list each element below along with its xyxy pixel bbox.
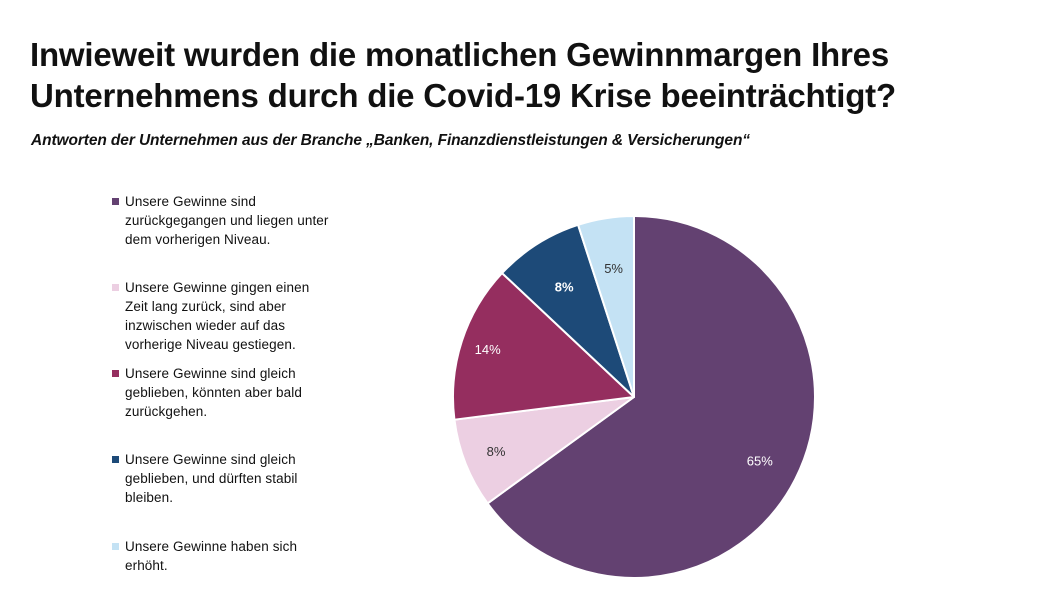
legend-swatch-3 bbox=[112, 370, 119, 377]
legend-item-2: Unsere Gewinne gingen einen Zeit lang zur… bbox=[112, 278, 382, 354]
pie-slice-4 bbox=[501, 223, 635, 398]
legend-label-3-line-2: geblieben, könnten aber bald bbox=[125, 385, 302, 400]
legend-swatch-2 bbox=[112, 284, 119, 291]
legend-label-2-line-2: Zeit lang zurück, sind aber bbox=[125, 299, 287, 314]
legend-swatch-1 bbox=[112, 198, 119, 205]
pie-value-label-1: 65% bbox=[747, 454, 773, 469]
legend-label-2-line-1: Unsere Gewinne gingen einen bbox=[125, 280, 310, 295]
legend-label-1-line-2: zurückgegangen und liegen unter bbox=[125, 213, 329, 228]
legend-label-4-line-3: bleiben. bbox=[125, 490, 174, 505]
legend-label-1-line-1: Unsere Gewinne sind bbox=[125, 194, 256, 209]
pie-value-label-4: 8% bbox=[555, 280, 574, 295]
legend-label-5: Unsere Gewinne haben sich erhöht. bbox=[125, 537, 297, 575]
legend-item-5: Unsere Gewinne haben sich erhöht. bbox=[112, 537, 382, 575]
pie-value-label-2: 8% bbox=[487, 444, 506, 459]
pie-slice-3 bbox=[452, 272, 635, 421]
legend-label-4-line-2: geblieben, und dürften stabil bbox=[125, 471, 298, 486]
pie-value-label-3: 14% bbox=[475, 342, 501, 357]
pie-value-label-5: 5% bbox=[604, 261, 623, 276]
legend-swatch-4 bbox=[112, 456, 119, 463]
chart-title: Inwieweit wurden die monatlichen Gewinnm… bbox=[30, 34, 1020, 116]
legend-item-3: Unsere Gewinne sind gleich geblieben, kön… bbox=[112, 364, 382, 421]
chart-subtitle: Antworten der Unternehmen aus der Branch… bbox=[31, 132, 750, 149]
chart-title-line-2: Unternehmens durch die Covid-19 Krise be… bbox=[30, 77, 896, 114]
legend-label-5-line-2: erhöht. bbox=[125, 558, 168, 573]
chart-title-line-1: Inwieweit wurden die monatlichen Gewinnm… bbox=[30, 36, 889, 73]
legend-label-3-line-1: Unsere Gewinne sind gleich bbox=[125, 366, 296, 381]
legend-label-4-line-1: Unsere Gewinne sind gleich bbox=[125, 452, 296, 467]
legend-label-2-line-3: inzwischen wieder auf das bbox=[125, 318, 286, 333]
legend-label-3-line-3: zurückgehen. bbox=[125, 404, 208, 419]
pie-slice-2 bbox=[453, 396, 635, 505]
pie-slice-1 bbox=[486, 215, 816, 579]
legend-label-2-line-4: vorherige Niveau gestiegen. bbox=[125, 337, 296, 352]
legend-item-1: Unsere Gewinne sind zurückgegangen und li… bbox=[112, 192, 382, 249]
legend-label-3: Unsere Gewinne sind gleich geblieben, kön… bbox=[125, 364, 302, 421]
legend-label-2: Unsere Gewinne gingen einen Zeit lang zur… bbox=[125, 278, 309, 354]
legend-label-1-line-3: dem vorherigen Niveau. bbox=[125, 232, 271, 247]
legend-swatch-5 bbox=[112, 543, 119, 550]
legend-label-1: Unsere Gewinne sind zurückgegangen und li… bbox=[125, 192, 329, 249]
pie-slice-5 bbox=[577, 215, 635, 398]
legend-item-4: Unsere Gewinne sind gleich geblieben, und… bbox=[112, 450, 382, 507]
legend-label-4: Unsere Gewinne sind gleich geblieben, und… bbox=[125, 450, 298, 507]
legend-label-5-line-1: Unsere Gewinne haben sich bbox=[125, 539, 298, 554]
